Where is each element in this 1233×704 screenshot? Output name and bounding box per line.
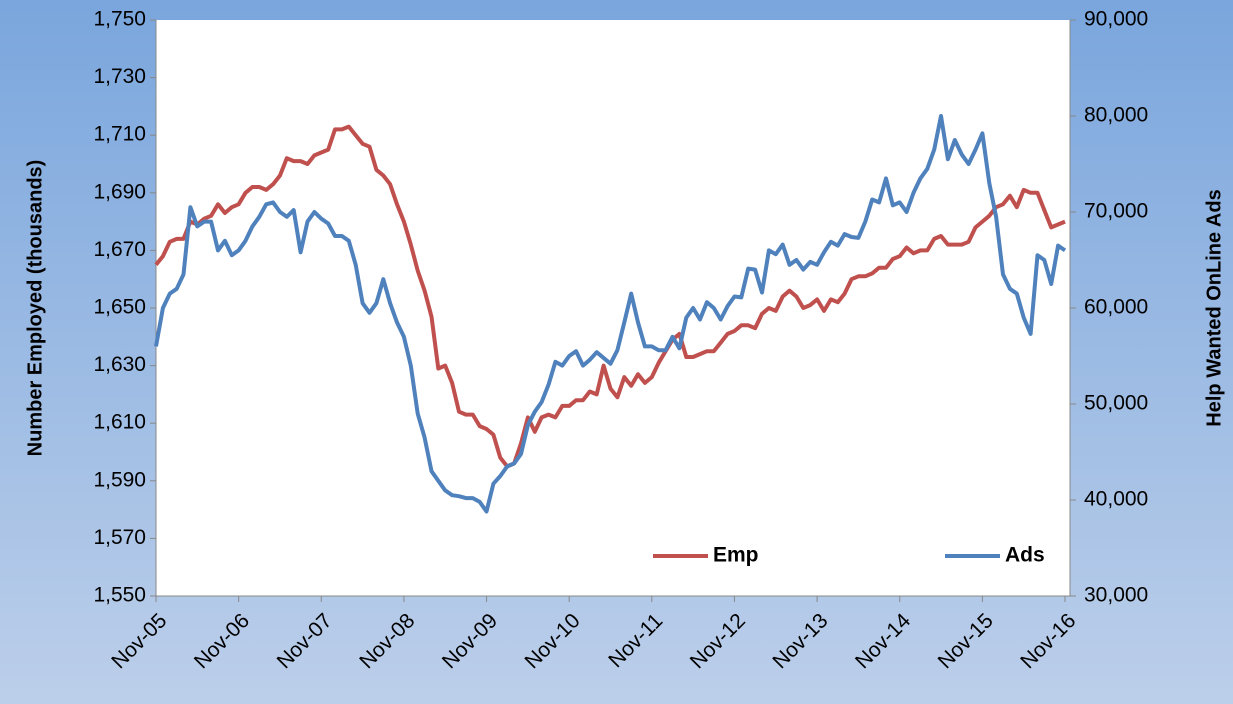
- y2-tick-label: 80,000: [1084, 104, 1148, 127]
- y2-tick-label: 30,000: [1084, 584, 1148, 607]
- y-axis-title: Number Employed (thousands): [24, 160, 46, 457]
- y-tick-label: 1,690: [93, 180, 146, 203]
- y-tick-label: 1,570: [93, 526, 146, 549]
- line-series: [154, 114, 1067, 514]
- y2-tick-label: 50,000: [1084, 392, 1148, 415]
- y-tick-label: 1,650: [93, 296, 146, 319]
- y-tick-label: 1,670: [93, 238, 146, 261]
- y2-axis-title: Help Wanted OnLine Ads: [1203, 189, 1225, 426]
- y2-tick-label: 40,000: [1084, 488, 1148, 511]
- legend-label: Ads: [1005, 544, 1045, 567]
- y2-tick-label: 90,000: [1084, 8, 1148, 31]
- y-tick-label: 1,750: [93, 8, 146, 31]
- legend-label: Emp: [713, 544, 759, 567]
- y-tick-label: 1,550: [93, 584, 146, 607]
- y-tick-label: 1,630: [93, 353, 146, 376]
- line-series: [154, 124, 1066, 469]
- y2-tick-label: 70,000: [1084, 200, 1148, 223]
- plot-area: [156, 20, 1070, 596]
- y-tick-label: 1,710: [93, 123, 146, 146]
- y2-tick-label: 60,000: [1084, 296, 1148, 319]
- y-tick-label: 1,610: [93, 411, 146, 434]
- y-tick-label: 1,590: [93, 468, 146, 491]
- y-tick-label: 1,730: [93, 65, 146, 88]
